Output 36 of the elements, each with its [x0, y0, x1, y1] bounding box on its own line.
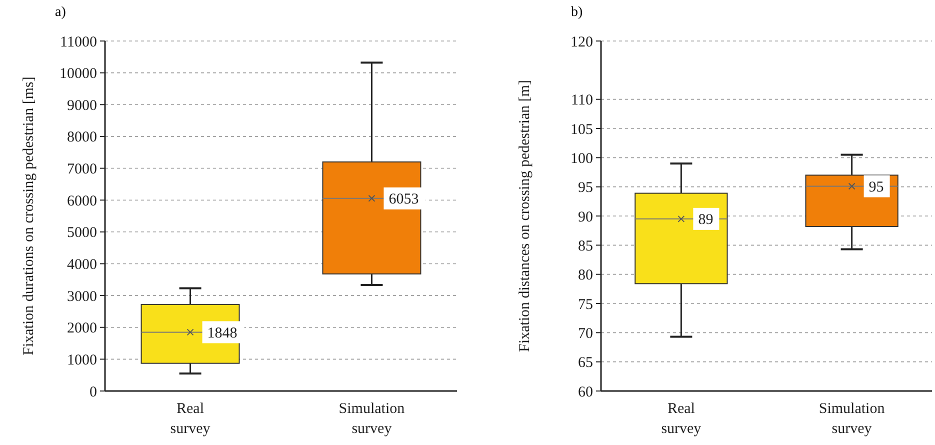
y-tick-label: 95	[578, 180, 593, 196]
y-tick-label: 75	[578, 296, 593, 313]
y-tick-label: 7000	[67, 162, 97, 178]
y-tick-label: 100	[570, 150, 593, 167]
x-tick-label: Simulation survey	[818, 401, 886, 437]
y-tick-label: 0	[90, 384, 97, 400]
y-tick-label: 65	[578, 355, 593, 372]
x-tick-label: Simulation survey	[338, 401, 406, 437]
annotation: 95	[868, 180, 884, 196]
y-tick-label: 5000	[67, 225, 97, 242]
y-axis-title: Fixation distances on crossing pedestrian [m]	[517, 80, 533, 352]
y-tick-label: 2000	[67, 320, 97, 337]
annotation: 1848	[207, 325, 238, 342]
y-tick-label: 6000	[67, 193, 97, 210]
y-axis-title: Fixation durations on crossing pedestrian [ms]	[21, 76, 37, 356]
y-tick-label: 1000	[67, 352, 97, 368]
y-tick-label: 10000	[60, 66, 97, 82]
y-tick-label: 80	[578, 268, 593, 284]
y-tick-label: 105	[570, 122, 593, 138]
chart-title: a)	[55, 5, 66, 20]
y-tick-label: 4000	[67, 256, 97, 273]
x-tick-label: Real survey	[661, 401, 702, 437]
y-tick-label: 8000	[67, 130, 97, 146]
y-tick-label: 110	[571, 92, 593, 109]
y-tick-label: 70	[578, 326, 593, 342]
y-tick-label: 60	[578, 384, 593, 400]
y-tick-label: 11000	[60, 34, 97, 50]
annotation: 89	[698, 212, 714, 228]
y-tick-label: 9000	[67, 98, 97, 114]
y-tick-label: 120	[570, 34, 593, 50]
y-tick-label: 85	[578, 238, 593, 254]
y-tick-label: 90	[578, 209, 593, 226]
annotation: 6053	[388, 192, 419, 208]
y-tick-label: 3000	[67, 288, 97, 305]
chart-title: b)	[571, 5, 583, 20]
x-tick-label: Real survey	[170, 401, 211, 437]
